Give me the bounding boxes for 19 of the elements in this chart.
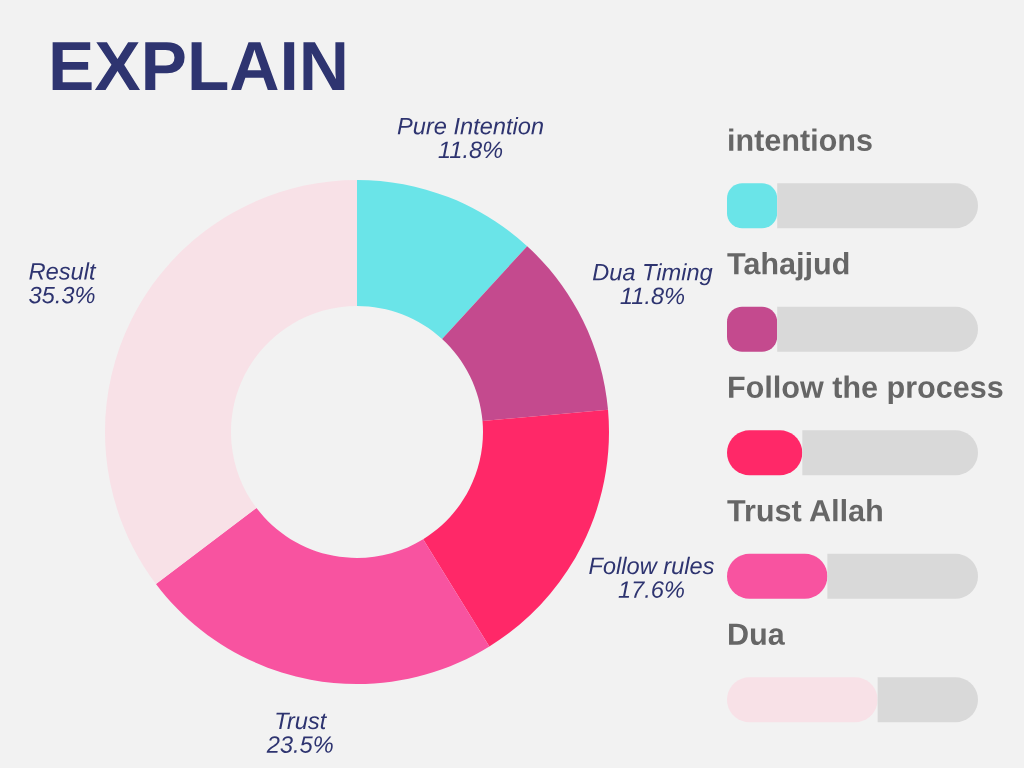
- y-tick-label: intentions: [729, 128, 872, 151]
- slice-label: Pure Intention: [397, 117, 543, 135]
- y-tick-label: Trust Allah: [727, 499, 882, 522]
- slice-label: Follow rules: [589, 556, 714, 575]
- slice-label: Trust: [276, 712, 328, 730]
- slice-label: Result: [29, 262, 97, 280]
- y-tick-label: Tahajjud: [727, 252, 849, 281]
- slice-label: Dua Timing: [592, 263, 713, 286]
- data-label: 11.8%: [620, 287, 685, 305]
- data-label: 17.6%: [618, 581, 684, 598]
- data-label: 35.3%: [29, 286, 95, 304]
- data-label: 23.5%: [266, 736, 333, 753]
- data-label: 11.8%: [438, 141, 503, 159]
- y-tick-label: Dua: [729, 623, 785, 645]
- y-tick-label: Follow the process: [729, 375, 1003, 405]
- chart-title: EXPLAIN: [52, 42, 345, 90]
- donut-slice: [155, 507, 490, 684]
- donut-slice: [357, 180, 528, 340]
- donut-slice: [105, 180, 357, 584]
